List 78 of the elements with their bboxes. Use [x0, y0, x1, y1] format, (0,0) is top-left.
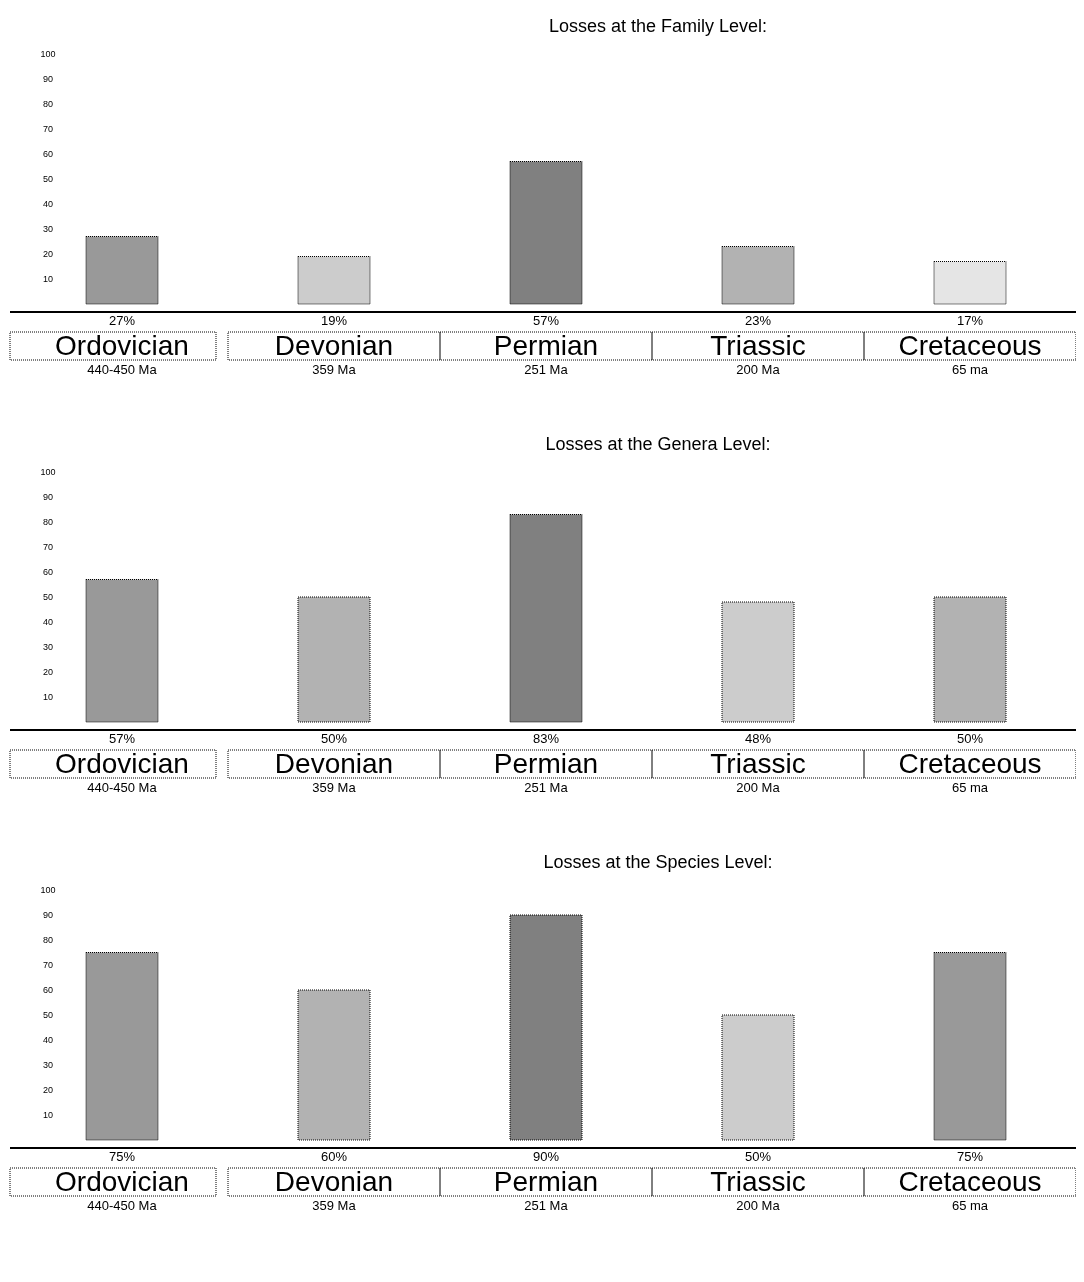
x-tick-label: Permian 251 Ma	[493, 330, 599, 377]
x-tick-label: Ordovician 440-450 Ma	[55, 748, 189, 795]
bar	[721, 601, 795, 723]
y-tick-label: 50	[42, 592, 54, 603]
y-tick-label: 70	[42, 124, 54, 135]
data-label: 48%	[744, 731, 772, 746]
bar	[509, 161, 583, 305]
bar	[85, 952, 159, 1141]
y-tick-label: 30	[42, 1060, 54, 1071]
x-tick-label: Triassic 200 Ma	[710, 1166, 806, 1213]
bar	[509, 914, 583, 1141]
x-tick-label: Triassic 200 Ma	[710, 330, 806, 377]
bar	[933, 596, 1007, 723]
y-tick-label: 10	[42, 692, 54, 703]
x-tick-label: Ordovician 440-450 Ma	[55, 1166, 189, 1213]
data-label: 23%	[744, 313, 772, 328]
y-tick-label: 40	[42, 199, 54, 210]
bar	[297, 256, 371, 305]
y-tick-label: 60	[42, 985, 54, 996]
y-tick-label: 80	[42, 99, 54, 110]
chart-title: Losses at the Family Level:	[548, 16, 768, 36]
bar	[85, 236, 159, 305]
data-label: 83%	[532, 731, 560, 746]
data-label: 90%	[532, 1149, 560, 1164]
y-tick-label: 100	[40, 885, 56, 896]
x-tick-label: Ordovician 440-450 Ma	[55, 330, 189, 377]
bar	[297, 989, 371, 1141]
bar	[933, 952, 1007, 1141]
x-tick-label: Permian 251 Ma	[493, 748, 599, 795]
y-tick-label: 10	[42, 274, 54, 285]
bar	[85, 579, 159, 723]
y-tick-label: 30	[42, 224, 54, 235]
y-tick-label: 80	[42, 517, 54, 528]
y-tick-label: 20	[42, 1085, 54, 1096]
y-tick-label: 90	[42, 910, 54, 921]
data-label: 57%	[532, 313, 560, 328]
y-tick-label: 50	[42, 174, 54, 185]
data-label: 19%	[320, 313, 348, 328]
y-tick-label: 60	[42, 149, 54, 160]
y-tick-label: 100	[40, 49, 56, 60]
y-tick-label: 70	[42, 542, 54, 553]
data-label: 50%	[744, 1149, 772, 1164]
x-tick-label: Devonian 359 Ma	[274, 330, 394, 377]
y-tick-label: 70	[42, 960, 54, 971]
x-tick-label: Cretaceous 65 ma	[898, 1166, 1042, 1213]
bar	[297, 596, 371, 723]
y-tick-label: 100	[40, 467, 56, 478]
y-tick-label: 40	[42, 617, 54, 628]
y-tick-label: 80	[42, 935, 54, 946]
x-tick-label: Devonian 359 Ma	[274, 1166, 394, 1213]
bar	[721, 1014, 795, 1141]
x-tick-label: Cretaceous 65 ma	[898, 748, 1042, 795]
data-label: 75%	[108, 1149, 136, 1164]
data-label: 17%	[956, 313, 984, 328]
y-tick-label: 50	[42, 1010, 54, 1021]
x-tick-label: Triassic 200 Ma	[710, 748, 806, 795]
y-tick-label: 90	[42, 492, 54, 503]
data-label: 60%	[320, 1149, 348, 1164]
x-tick-label: Cretaceous 65 ma	[898, 330, 1042, 377]
bar	[509, 514, 583, 723]
chart-title: Losses at the Genera Level:	[545, 434, 771, 454]
y-tick-label: 60	[42, 567, 54, 578]
data-label: 50%	[956, 731, 984, 746]
y-tick-label: 20	[42, 667, 54, 678]
data-label: 57%	[108, 731, 136, 746]
bar	[933, 261, 1007, 305]
y-tick-label: 30	[42, 642, 54, 653]
data-label: 27%	[108, 313, 136, 328]
data-label: 50%	[320, 731, 348, 746]
x-tick-label: Devonian 359 Ma	[274, 748, 394, 795]
y-tick-label: 90	[42, 74, 54, 85]
y-tick-label: 10	[42, 1110, 54, 1121]
x-tick-label: Permian 251 Ma	[493, 1166, 599, 1213]
chart-title: Losses at the Species Level:	[543, 852, 773, 872]
y-tick-label: 40	[42, 1035, 54, 1046]
y-tick-label: 20	[42, 249, 54, 260]
data-label: 75%	[956, 1149, 984, 1164]
bar	[721, 246, 795, 305]
